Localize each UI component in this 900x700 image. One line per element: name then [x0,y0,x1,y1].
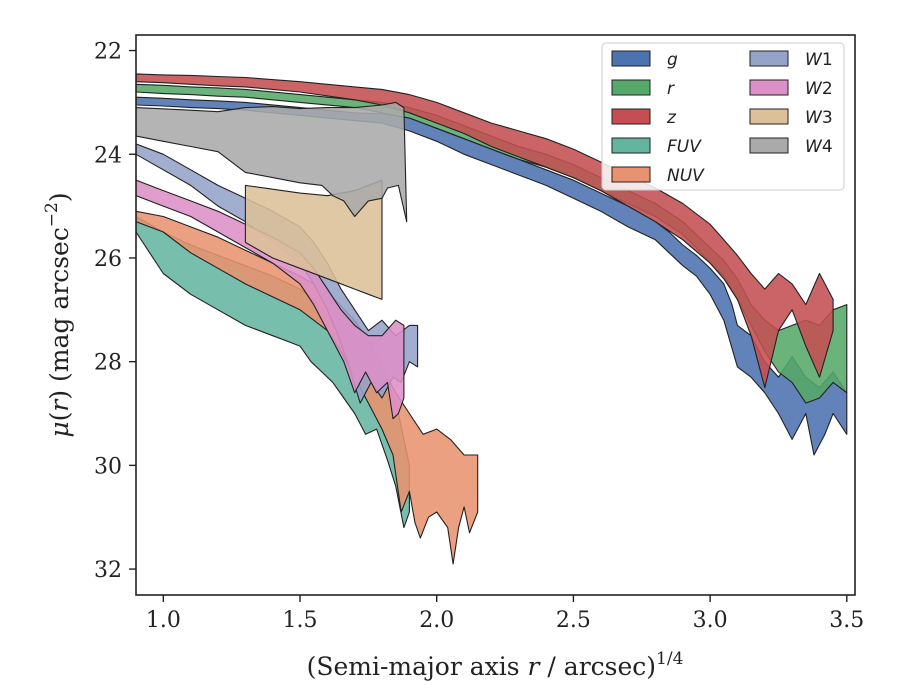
legend-label-NUV: NUV [667,166,705,186]
x-tick-label: 1.0 [146,608,181,633]
legend-swatch-W3 [749,108,789,125]
y-axis: 22 24 26 28 30 32 [94,40,136,583]
legend-swatch-z [611,108,651,125]
y-tick-label: 32 [94,558,122,583]
x-tick-label: 3.5 [829,608,864,633]
legend-swatch-W2 [749,79,789,96]
x-tick-label: 3.0 [693,608,728,633]
y-tick-label: 22 [94,40,122,65]
legend-label-FUV: FUV [667,137,702,157]
legend-swatch-NUV [611,166,651,183]
legend-swatch-W1 [749,50,789,67]
band-W4 [136,101,408,223]
legend: grz FUV NUV W1 W2 W3 W4 [601,42,845,191]
legend-label-W4: W4 [805,137,833,157]
legend-label-r: r [667,79,675,99]
y-axis-label: μ(r) (mag arcsec−2) [42,192,74,437]
x-tick-label: 2.0 [419,608,454,633]
band-z [136,73,834,389]
legend-label-W3: W3 [805,108,833,128]
profile-bands [136,73,848,565]
legend-label-W2: W2 [805,79,833,99]
y-tick-label: 30 [94,454,122,479]
y-tick-label: 26 [94,247,122,272]
legend-swatch-FUV [611,137,651,154]
x-tick-label: 1.5 [283,608,318,633]
x-axis: 1.0 1.5 2.0 2.5 3.0 3.5 [146,595,864,633]
x-axis-label: (Semi-major axis r / arcsec)1/4 [307,649,684,681]
x-tick-label: 2.5 [556,608,591,633]
legend-label-g: g [667,50,678,70]
legend-label-z: z [666,108,677,128]
legend-swatch-r [611,79,651,96]
y-tick-label: 24 [94,143,122,168]
legend-swatch-g [611,50,651,67]
y-tick-label: 28 [94,351,122,376]
legend-swatch-W4 [749,137,789,154]
legend-label-W1: W1 [805,50,833,70]
plot-frame [135,34,856,596]
